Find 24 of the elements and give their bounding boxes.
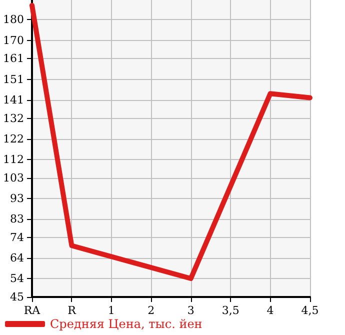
y-tick-label: 161 (2, 52, 24, 66)
y-tick-label: 74 (10, 230, 24, 244)
y-tick-label: 93 (10, 192, 24, 205)
y-tick-label: 151 (2, 72, 24, 86)
y-tick-label: 122 (2, 132, 24, 146)
x-tick-label: 3 (187, 304, 194, 317)
x-tick-label: R (68, 304, 77, 317)
y-tick-label: 83 (10, 212, 24, 226)
legend-label: Средняя Цена, тыс. йен (50, 317, 202, 331)
y-tick-label: 112 (2, 152, 24, 166)
y-tick-label: 64 (10, 251, 24, 264)
x-tick-label: 4,5 (301, 304, 319, 317)
x-tick-label: 2 (148, 304, 155, 317)
y-tick-label: 45 (10, 290, 24, 304)
y-tick-label: 54 (10, 272, 24, 286)
x-tick-label: 3,5 (222, 304, 240, 317)
y-tick-label: 170 (2, 34, 24, 47)
y-tick-label: 103 (2, 171, 24, 184)
x-tick-label: RA (24, 304, 42, 317)
y-tick-label: 180 (2, 13, 24, 26)
x-tick-label: 1 (108, 304, 115, 317)
y-tick-label: 132 (2, 112, 24, 125)
x-tick-label: 4 (266, 304, 274, 317)
y-tick-label: 141 (2, 93, 24, 106)
